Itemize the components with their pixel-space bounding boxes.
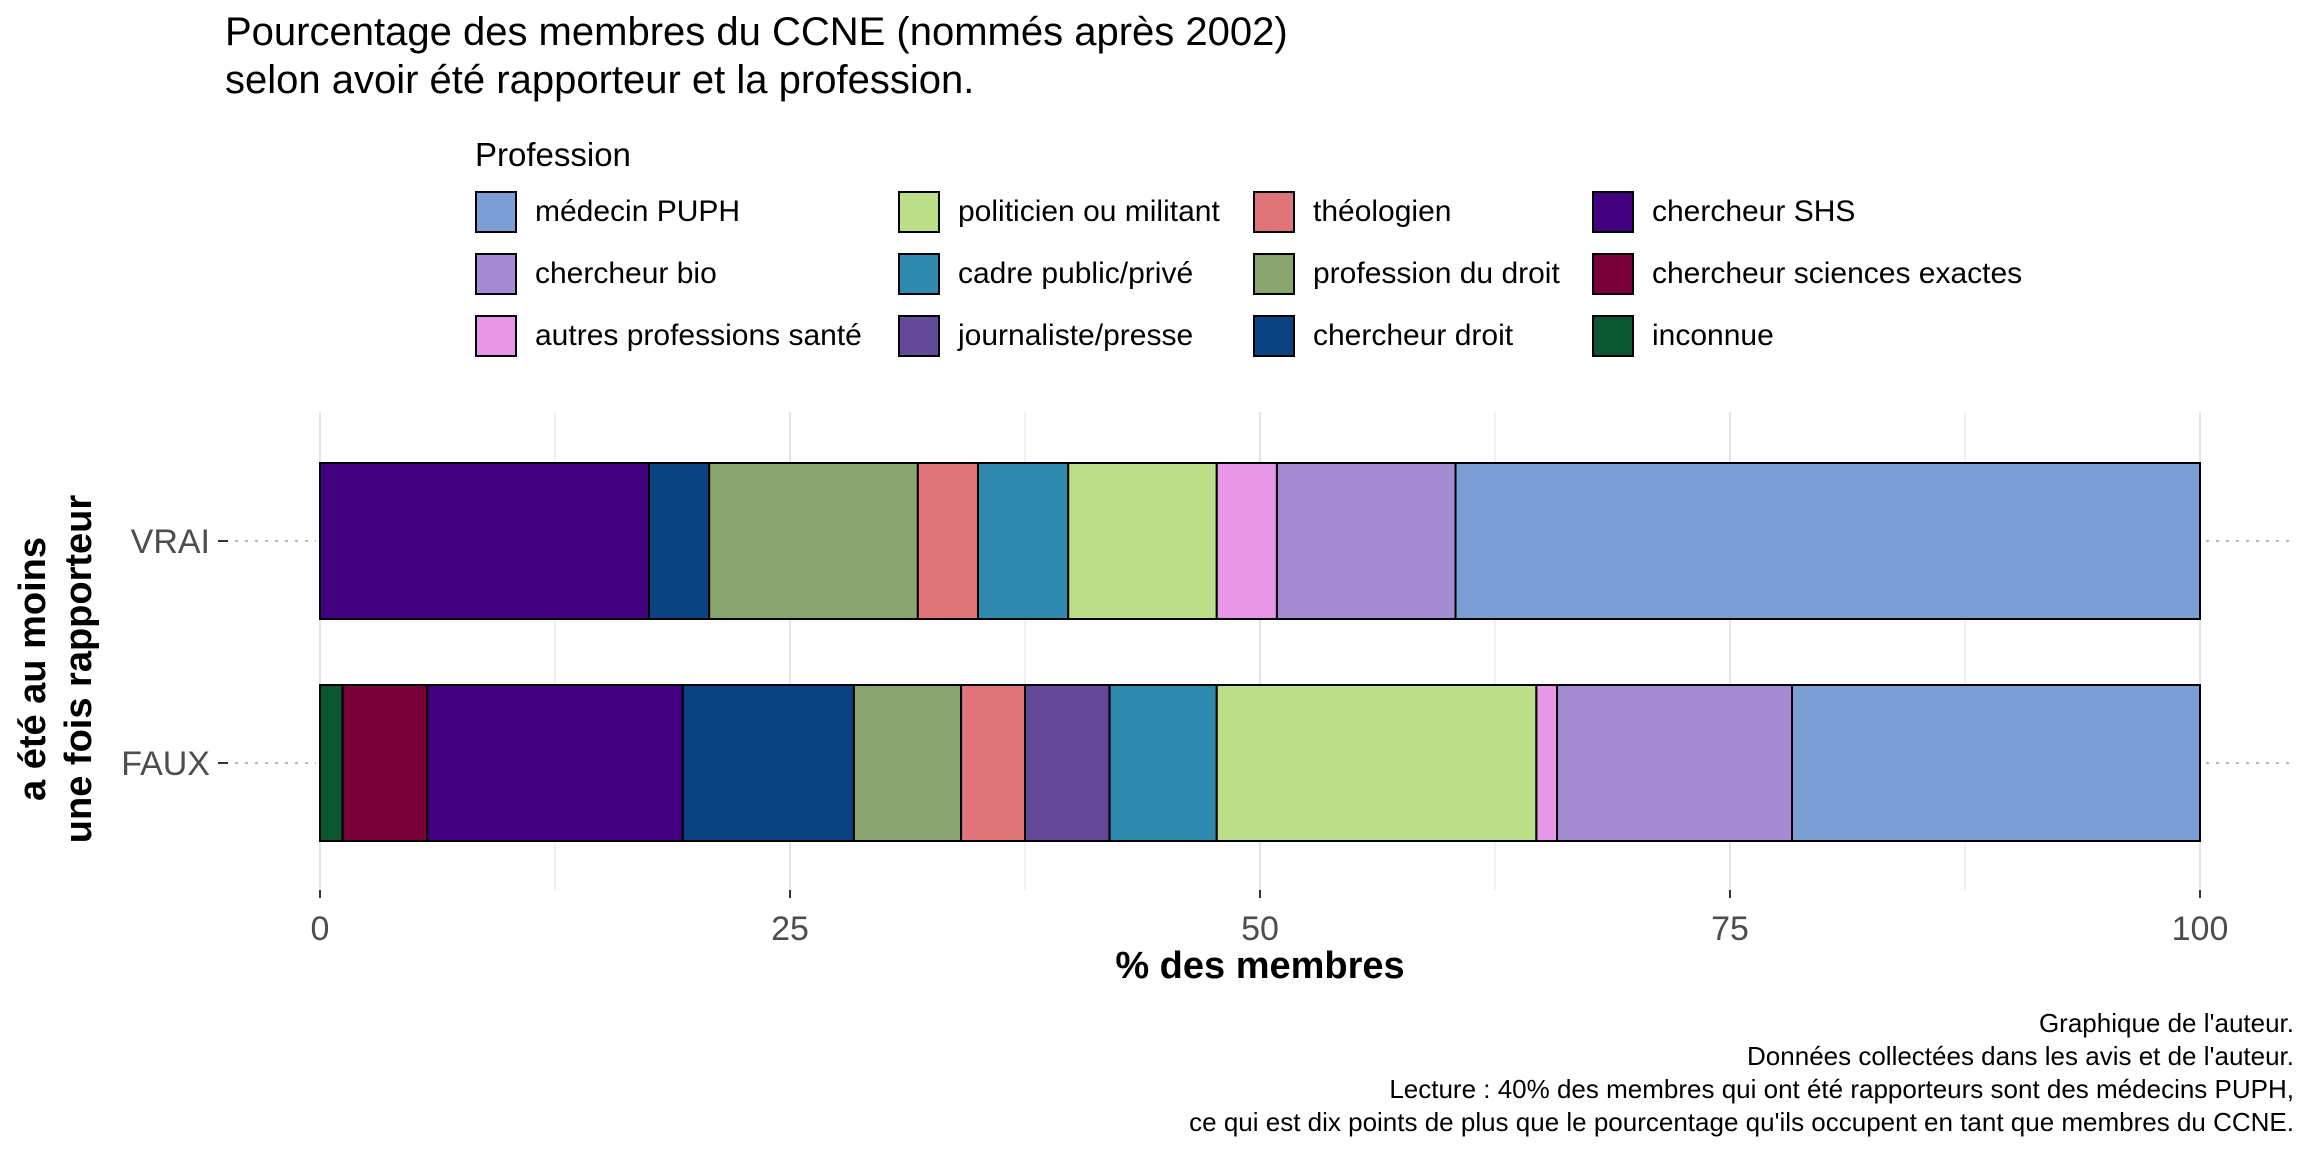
- legend-label: autres professions santé: [535, 319, 862, 352]
- legend-swatch: [898, 191, 940, 233]
- legend-swatch: [475, 253, 517, 295]
- caption-line-1: Graphique de l'auteur.: [2038, 1008, 2294, 1038]
- legend-swatch: [475, 315, 517, 357]
- legend-swatch: [1253, 253, 1295, 295]
- caption-line-4: ce qui est dix points de plus que le pou…: [1189, 1107, 2294, 1137]
- legend-item: cadre public/privé: [898, 252, 1193, 296]
- legend-item: inconnue: [1592, 314, 1774, 358]
- legend-swatch: [1592, 315, 1634, 357]
- bar-segment: [1791, 684, 2202, 842]
- legend-item: chercheur sciences exactes: [1592, 252, 2022, 296]
- x-tick-label: 50: [1241, 910, 1279, 948]
- bar-segment: [648, 462, 711, 620]
- legend-item: théologien: [1253, 190, 1451, 234]
- legend-item: autres professions santé: [475, 314, 862, 358]
- bar-segment: [1215, 462, 1278, 620]
- caption-line-3: Lecture : 40% des membres qui ont été ra…: [1389, 1074, 2294, 1104]
- bar-segment: [1024, 684, 1111, 842]
- legend-label: politicien ou militant: [958, 195, 1220, 228]
- legend-label: chercheur droit: [1313, 319, 1514, 352]
- legend-swatch: [898, 315, 940, 357]
- bar-segment: [960, 684, 1027, 842]
- x-tick-label: 0: [311, 910, 330, 948]
- legend-item: chercheur bio: [475, 252, 717, 296]
- legend-title: Profession: [475, 136, 631, 173]
- bar-segment: [852, 684, 963, 842]
- x-tick-label: 25: [771, 910, 809, 948]
- bar-segment: [1108, 684, 1218, 842]
- x-tick-label: 100: [2172, 910, 2229, 948]
- legend-swatch: [1592, 253, 1634, 295]
- legend-label: chercheur SHS: [1652, 195, 1856, 228]
- bar-segment: [681, 684, 855, 842]
- bar-segment: [1454, 462, 2201, 620]
- legend-item: chercheur SHS: [1592, 190, 1855, 234]
- legend-label: médecin PUPH: [535, 195, 741, 228]
- chart-title: Pourcentage des membres du CCNE (nommés …: [225, 8, 1288, 104]
- y-axis-title-line-2: une fois rapporteur: [58, 494, 100, 844]
- bar-segment: [426, 684, 684, 842]
- bar-segment: [977, 462, 1070, 620]
- legend-swatch: [1253, 315, 1295, 357]
- x-tick-label: 75: [1711, 910, 1749, 948]
- bar-segment: [1275, 462, 1457, 620]
- bar-segment: [319, 684, 344, 842]
- legend-item: profession du droit: [1253, 252, 1560, 296]
- bar-segment: [708, 462, 919, 620]
- bar-segment: [1215, 684, 1538, 842]
- caption: Graphique de l'auteur. Données collectée…: [1189, 1007, 2294, 1139]
- bar-segment: [916, 462, 980, 620]
- legend-label: cadre public/privé: [958, 257, 1194, 290]
- y-tick-label: VRAI: [131, 523, 210, 561]
- legend-swatch: [1592, 191, 1634, 233]
- legend-label: théologien: [1313, 195, 1452, 228]
- legend-label: journaliste/presse: [958, 319, 1194, 352]
- bar-segment: [1067, 462, 1218, 620]
- legend-label: profession du droit: [1313, 257, 1560, 290]
- bar-segment: [341, 684, 429, 842]
- bar-segment: [1556, 684, 1794, 842]
- y-axis-title-line-1: a été au moins: [12, 537, 54, 801]
- legend-label: inconnue: [1652, 319, 1774, 352]
- legend-swatch: [1253, 191, 1295, 233]
- legend-item: journaliste/presse: [898, 314, 1193, 358]
- chart-title-line-1: Pourcentage des membres du CCNE (nommés …: [225, 10, 1288, 54]
- caption-line-2: Données collectées dans les avis et de l…: [1747, 1041, 2294, 1071]
- legend-item: politicien ou militant: [898, 190, 1220, 234]
- y-tick-label: FAUX: [121, 745, 210, 783]
- legend-item: chercheur droit: [1253, 314, 1513, 358]
- bar-segment: [319, 462, 650, 620]
- legend-swatch: [898, 253, 940, 295]
- bar-segment: [1535, 684, 1559, 842]
- chart-title-line-2: selon avoir été rapporteur et la profess…: [225, 58, 975, 102]
- legend-item: médecin PUPH: [475, 190, 740, 234]
- legend-label: chercheur bio: [535, 257, 717, 290]
- legend-label: chercheur sciences exactes: [1652, 257, 2023, 290]
- x-axis-title: % des membres: [1115, 945, 1405, 987]
- legend-swatch: [475, 191, 517, 233]
